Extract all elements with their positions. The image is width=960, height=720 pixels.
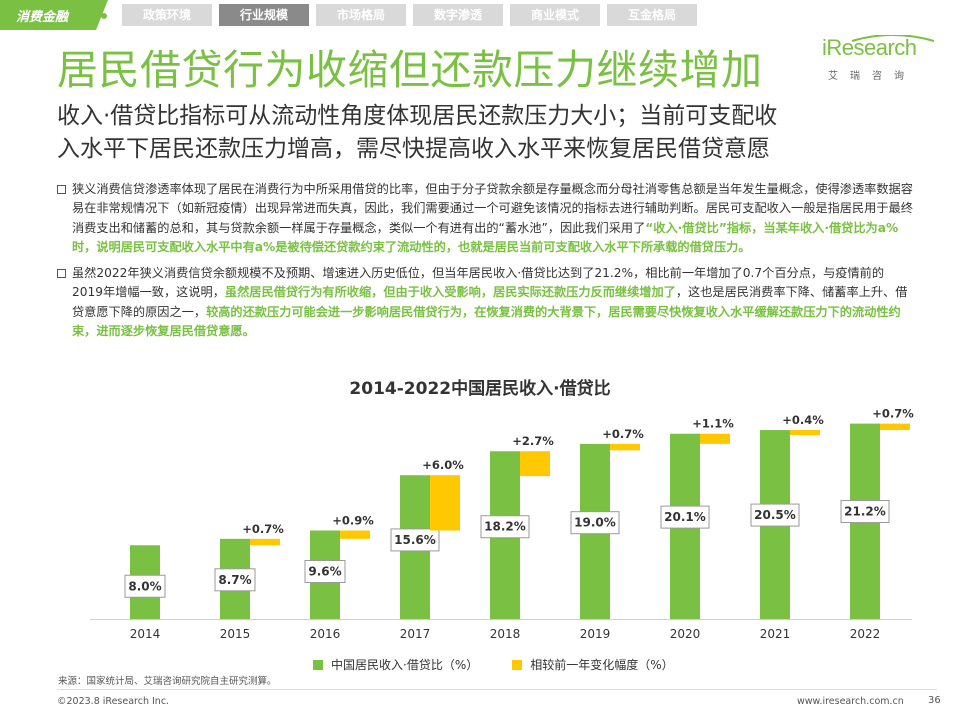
x-tick-label: 2018 bbox=[490, 627, 521, 641]
legend-item-ratio: 中国居民收入·借贷比（%） bbox=[313, 656, 478, 673]
value-label-box bbox=[660, 505, 710, 529]
bar-change bbox=[340, 530, 370, 539]
legend-item-change: 相较前一年变化幅度（%） bbox=[512, 656, 674, 673]
logo-arc bbox=[851, 35, 935, 42]
legend-swatch-yellow bbox=[512, 659, 523, 670]
value-label: 8.0% bbox=[128, 579, 161, 593]
value-label: 18.2% bbox=[484, 520, 526, 534]
footer-copyright: ©2023.8 iResearch Inc. bbox=[57, 696, 170, 707]
bar-change bbox=[430, 475, 460, 531]
footer-website[interactable]: www.iresearch.com.cn bbox=[797, 696, 904, 707]
subtitle-line-2: 入水平下居民还款压力增高，需尽快提高收入水平来恢复居民借贷意愿 bbox=[57, 136, 770, 162]
value-label-box bbox=[570, 511, 620, 535]
chart-title: 2014-2022中国居民收入·借贷比 bbox=[349, 379, 611, 399]
bullet-square-icon bbox=[57, 269, 66, 279]
bar-change bbox=[250, 538, 280, 546]
x-tick-label: 2019 bbox=[580, 627, 611, 641]
bar-change bbox=[790, 430, 820, 436]
value-label: 21.2% bbox=[844, 505, 886, 519]
bar-change bbox=[610, 443, 640, 451]
value-label-box bbox=[124, 574, 166, 598]
x-tick-label: 2021 bbox=[760, 627, 791, 641]
bar-change bbox=[520, 451, 550, 477]
value-label: 8.7% bbox=[218, 573, 251, 587]
bullet-item: 狭义消费信贷渗透率体现了居民在消费行为中所采用借贷的比率，但由于分子贷款余额是存… bbox=[57, 180, 915, 257]
value-label: 20.5% bbox=[754, 508, 796, 522]
value-label-box bbox=[840, 500, 890, 524]
x-tick-label: 2016 bbox=[310, 627, 341, 641]
footer-divider bbox=[57, 689, 937, 690]
subtitle-line-1: 收入·借贷比指标可从流动性角度体现居民还款压力大小；当前可支配收 bbox=[57, 103, 778, 129]
value-label-box bbox=[304, 560, 346, 584]
bullet-highlight: “收入·借贷比”指标，当某年收入·借贷比为a%时，说明居民可支配收入水平中有a%… bbox=[72, 220, 899, 254]
iresearch-logo: iResearch 艾瑞咨询 bbox=[822, 35, 940, 85]
tab-industry-scale[interactable]: 行业规模 bbox=[219, 4, 309, 26]
tab-fintech[interactable]: 互金格局 bbox=[607, 4, 697, 26]
section-tag-shape bbox=[0, 0, 108, 30]
value-label-box bbox=[480, 515, 530, 539]
tab-policy[interactable]: 政策环境 bbox=[122, 4, 212, 26]
value-label-box bbox=[750, 503, 800, 527]
tab-digital[interactable]: 数字渗透 bbox=[413, 4, 503, 26]
legend-label-ratio: 中国居民收入·借贷比（%） bbox=[331, 658, 479, 672]
value-label-box bbox=[214, 568, 256, 592]
bullet-highlight: 虽然居民借贷行为有所收缩，但由于收入受影响，居民实际还款压力反而继续增加了 bbox=[224, 285, 676, 300]
change-label: +2.7% bbox=[512, 434, 554, 448]
bullet-text: 虽然2022年狭义消费信贷余额规模不及预期、增速进入历史低位，但当年居民收入·借… bbox=[72, 266, 885, 300]
page-subtitle: 收入·借贷比指标可从流动性角度体现居民还款压力大小；当前可支配收 入水平下居民还… bbox=[57, 100, 777, 166]
bullet-highlight: 较高的还款压力可能会进一步影响居民借贷行为，在恢复消费的大背景下，居民需要尽快恢… bbox=[72, 304, 901, 339]
change-label: +0.9% bbox=[332, 514, 374, 528]
bullet-text: ，这也是居民消费率下降、储蓄率上升、借贷意愿下降的原因之一， bbox=[72, 285, 908, 319]
bullet-item: 虽然2022年狭义消费信贷余额规模不及预期、增速进入历史低位，但当年居民收入·借… bbox=[57, 264, 915, 341]
legend-label-change: 相较前一年变化幅度（%） bbox=[530, 658, 674, 672]
tab-market[interactable]: 市场格局 bbox=[316, 4, 406, 26]
value-label: 9.6% bbox=[308, 565, 341, 579]
x-tick-label: 2014 bbox=[130, 627, 161, 641]
x-tick-label: 2015 bbox=[220, 627, 251, 641]
value-label: 20.1% bbox=[664, 510, 706, 524]
source-note: 来源：国家统计局、艾瑞咨询研究院自主研究测算。 bbox=[58, 676, 277, 687]
change-label: +0.7% bbox=[602, 427, 644, 441]
value-label: 15.6% bbox=[394, 533, 436, 547]
section-tag-label: 消费金融 bbox=[16, 10, 69, 25]
bar-change bbox=[880, 423, 910, 431]
tab-business-model[interactable]: 商业模式 bbox=[510, 4, 600, 26]
x-tick-label: 2017 bbox=[400, 627, 431, 641]
bar-change bbox=[700, 433, 730, 444]
change-label: +1.1% bbox=[692, 417, 734, 431]
value-label: 19.0% bbox=[574, 516, 616, 530]
value-label-box bbox=[390, 528, 440, 552]
logo-text: iResearch bbox=[822, 35, 917, 60]
page-title: 居民借贷行为收缩但还款压力继续增加 bbox=[57, 46, 763, 94]
x-tick-label: 2022 bbox=[850, 627, 881, 641]
nav-tabs: 政策环境 行业规模 市场格局 数字渗透 商业模式 互金格局 bbox=[122, 4, 697, 26]
change-label: +0.4% bbox=[782, 413, 824, 427]
x-tick-label: 2020 bbox=[670, 627, 701, 641]
change-label: +0.7% bbox=[872, 407, 914, 421]
page-number: 36 bbox=[928, 695, 941, 706]
chart-legend: 中国居民收入·借贷比（%） 相较前一年变化幅度（%） bbox=[313, 656, 708, 673]
bullet-square-icon bbox=[57, 185, 66, 194]
legend-swatch-green bbox=[313, 659, 323, 670]
change-label: +6.0% bbox=[422, 458, 464, 472]
section-tag: 消费金融 bbox=[0, 0, 108, 30]
change-label: +0.7% bbox=[242, 522, 284, 536]
bullet-text: 狭义消费信贷渗透率体现了居民在消费行为中所采用借贷的比率，但由于分子贷款余额是存… bbox=[72, 182, 913, 235]
bullet-list: 狭义消费信贷渗透率体现了居民在消费行为中所采用借贷的比率，但由于分子贷款余额是存… bbox=[57, 180, 915, 348]
logo-subtext: 艾瑞咨询 bbox=[828, 71, 916, 82]
